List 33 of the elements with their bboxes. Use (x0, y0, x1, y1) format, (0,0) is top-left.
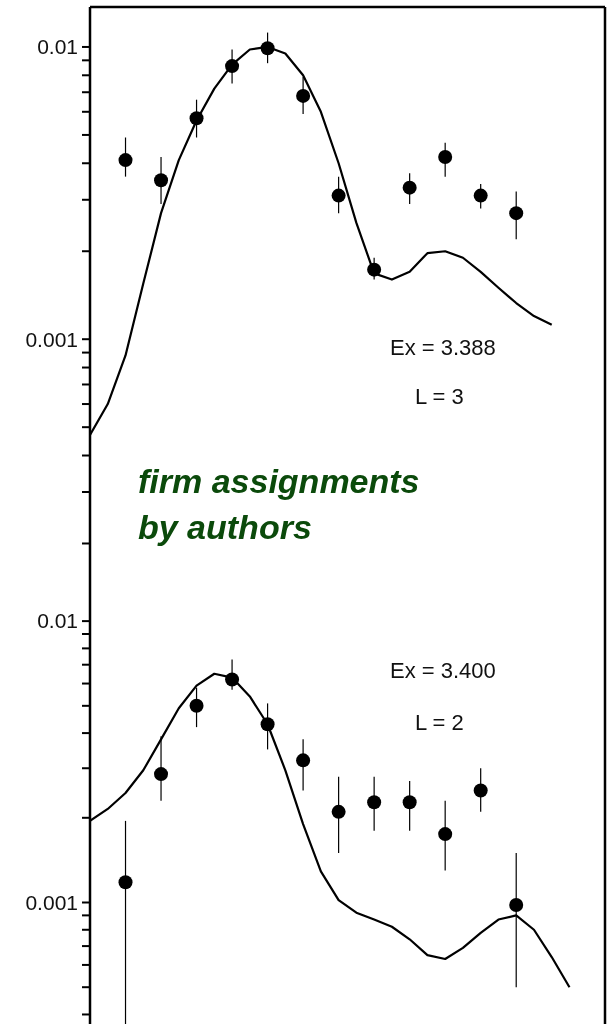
y-tick-label: 0.001 (25, 890, 78, 914)
point (118, 875, 133, 890)
point (154, 767, 169, 782)
point (260, 717, 275, 732)
point (118, 153, 133, 168)
annotation: L = 3 (415, 384, 464, 410)
point (331, 804, 346, 819)
annotation: Ex = 3.388 (390, 335, 496, 361)
y-tick-label: 0.01 (37, 609, 78, 633)
annotation: L = 2 (415, 710, 464, 736)
point (189, 698, 204, 713)
point (402, 795, 417, 810)
point (509, 897, 524, 912)
point (296, 753, 311, 768)
point (260, 41, 275, 56)
point (189, 111, 204, 126)
point (225, 59, 240, 74)
y-tick-label: 0.001 (25, 327, 78, 351)
point (367, 795, 382, 810)
y-tick-label: 0.01 (37, 35, 78, 59)
annotation: Ex = 3.400 (390, 658, 496, 684)
point (225, 672, 240, 687)
point (331, 188, 346, 203)
point (296, 88, 311, 103)
point (402, 180, 417, 195)
point (473, 188, 488, 203)
point (154, 173, 169, 188)
annotation: firm assignments by authors (138, 461, 420, 548)
point (509, 206, 524, 221)
point (438, 150, 453, 165)
point (438, 827, 453, 842)
point (367, 262, 382, 277)
point (473, 783, 488, 798)
